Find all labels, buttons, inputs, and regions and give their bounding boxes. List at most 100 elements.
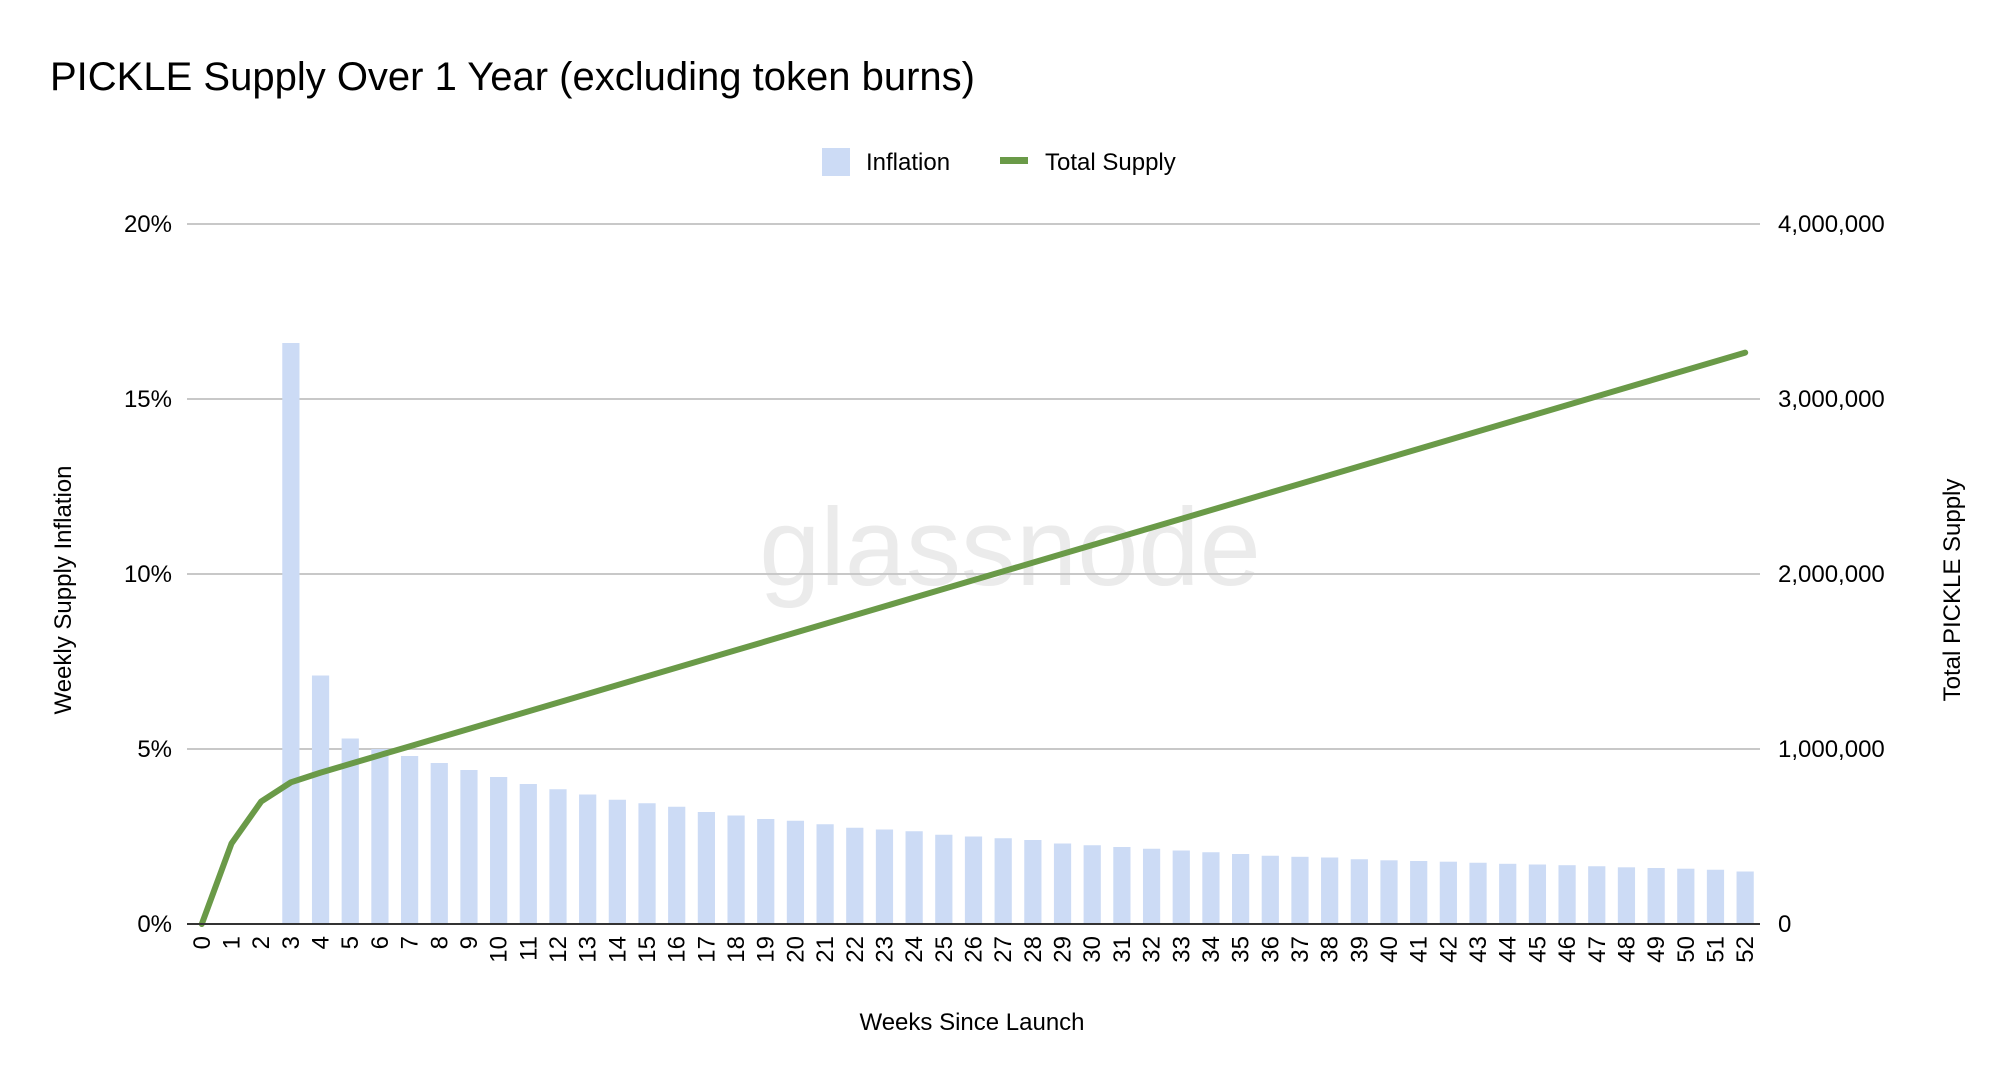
x-tick-label: 12 bbox=[545, 936, 572, 963]
x-tick-label: 52 bbox=[1732, 936, 1759, 963]
left-tick-label: 5% bbox=[137, 736, 172, 763]
left-tick-label: 0% bbox=[137, 911, 172, 938]
gridlines bbox=[187, 223, 1760, 750]
x-tick-label: 50 bbox=[1673, 936, 1700, 963]
x-tick-label: 28 bbox=[1020, 936, 1047, 963]
inflation-bar bbox=[786, 820, 805, 924]
x-tick-label: 42 bbox=[1435, 936, 1462, 963]
inflation-bar bbox=[1528, 864, 1547, 924]
inflation-bars bbox=[282, 343, 1754, 924]
inflation-bar bbox=[1202, 852, 1220, 924]
x-tick-label: 20 bbox=[782, 936, 809, 963]
x-tick-label: 4 bbox=[308, 936, 335, 949]
x-tick-label: 44 bbox=[1495, 936, 1522, 963]
inflation-bar bbox=[311, 675, 330, 924]
inflation-bar bbox=[579, 794, 597, 924]
right-tick-label: 0 bbox=[1778, 911, 1791, 938]
inflation-bar bbox=[1499, 863, 1517, 924]
x-tick-label: 29 bbox=[1050, 936, 1077, 963]
x-tick-label: 7 bbox=[397, 936, 424, 949]
x-tick-label: 36 bbox=[1257, 936, 1284, 963]
x-tick-label: 37 bbox=[1287, 936, 1314, 963]
inflation-bar bbox=[1380, 860, 1398, 924]
x-tick-label: 16 bbox=[664, 936, 691, 963]
left-axis-title: Weekly Supply Inflation bbox=[50, 465, 77, 714]
x-tick-label: 45 bbox=[1524, 936, 1551, 963]
inflation-bar bbox=[549, 789, 567, 924]
inflation-bar bbox=[1617, 867, 1636, 924]
right-tick-label: 4,000,000 bbox=[1778, 211, 1885, 238]
x-tick-label: 46 bbox=[1554, 936, 1581, 963]
x-tick-label: 24 bbox=[901, 936, 928, 963]
x-tick-label: 26 bbox=[961, 936, 988, 963]
inflation-bar bbox=[519, 784, 537, 924]
inflation-bar bbox=[1588, 866, 1606, 924]
inflation-bar bbox=[1053, 843, 1072, 924]
watermark: glassnode bbox=[759, 486, 1261, 609]
inflation-bar bbox=[697, 812, 715, 924]
x-tick-label: 14 bbox=[604, 936, 631, 963]
inflation-bar bbox=[341, 738, 359, 924]
inflation-bar bbox=[1172, 850, 1190, 924]
inflation-bar bbox=[1350, 859, 1368, 924]
inflation-bar bbox=[1410, 861, 1428, 924]
x-tick-label: 43 bbox=[1465, 936, 1492, 963]
inflation-bar bbox=[282, 343, 300, 924]
x-tick-label: 1 bbox=[219, 936, 246, 949]
x-tick-label: 35 bbox=[1228, 936, 1255, 963]
x-tick-label: 47 bbox=[1584, 936, 1611, 963]
legend-label-inflation: Inflation bbox=[866, 149, 950, 176]
x-tick-label: 19 bbox=[753, 936, 780, 963]
x-tick-label: 11 bbox=[515, 936, 542, 961]
inflation-bar bbox=[1677, 868, 1695, 924]
x-tick-label: 2 bbox=[248, 936, 275, 949]
inflation-bar bbox=[935, 834, 953, 924]
inflation-bar bbox=[490, 777, 508, 924]
total-supply-line bbox=[198, 349, 1749, 927]
right-tick-label: 1,000,000 bbox=[1778, 736, 1885, 763]
inflation-bar bbox=[1083, 845, 1101, 924]
inflation-bar bbox=[1469, 862, 1487, 924]
x-tick-label: 48 bbox=[1613, 936, 1640, 963]
x-tick-label: 41 bbox=[1406, 936, 1433, 963]
x-tick-label: 39 bbox=[1346, 936, 1373, 963]
inflation-bar bbox=[846, 827, 864, 924]
x-axis-title: Weeks Since Launch bbox=[859, 1009, 1084, 1036]
x-tick-label: 18 bbox=[723, 936, 750, 963]
inflation-bar bbox=[816, 824, 834, 924]
inflation-bar bbox=[1647, 868, 1665, 924]
x-tick-label: 8 bbox=[426, 936, 453, 949]
left-axis-ticks: 0% 5% 10% 15% 20% bbox=[124, 211, 172, 938]
right-axis-title: Total PICKLE Supply bbox=[1939, 479, 1966, 702]
x-tick-label: 23 bbox=[872, 936, 899, 963]
x-tick-label: 13 bbox=[575, 936, 602, 963]
x-tick-label: 31 bbox=[1109, 936, 1136, 963]
inflation-bar bbox=[1439, 861, 1457, 924]
x-tick-label: 15 bbox=[634, 936, 661, 963]
inflation-bar bbox=[964, 836, 983, 924]
legend-swatch-inflation bbox=[822, 148, 850, 176]
inflation-bar bbox=[371, 749, 389, 924]
x-tick-label: 5 bbox=[337, 936, 364, 949]
inflation-bar bbox=[1291, 856, 1309, 924]
legend-swatch-total-supply bbox=[1000, 157, 1028, 164]
x-tick-label: 27 bbox=[990, 936, 1017, 963]
inflation-bar bbox=[875, 829, 894, 924]
inflation-bar bbox=[1321, 857, 1339, 924]
inflation-bar bbox=[757, 819, 775, 924]
inflation-bar bbox=[1024, 840, 1042, 924]
x-tick-label: 32 bbox=[1139, 936, 1166, 963]
x-tick-label: 49 bbox=[1643, 936, 1670, 963]
inflation-bar bbox=[905, 831, 923, 924]
inflation-bar bbox=[1706, 869, 1725, 924]
inflation-bar bbox=[430, 763, 448, 924]
inflation-bar bbox=[1232, 854, 1250, 924]
chart-title: PICKLE Supply Over 1 Year (excluding tok… bbox=[50, 55, 975, 99]
right-axis-ticks: 0 1,000,000 2,000,000 3,000,000 4,000,000 bbox=[1778, 211, 1885, 938]
left-tick-label: 10% bbox=[124, 561, 172, 588]
left-tick-label: 20% bbox=[124, 211, 172, 238]
inflation-bar bbox=[1736, 871, 1754, 924]
x-tick-label: 51 bbox=[1703, 936, 1730, 963]
inflation-bar bbox=[1113, 847, 1131, 924]
